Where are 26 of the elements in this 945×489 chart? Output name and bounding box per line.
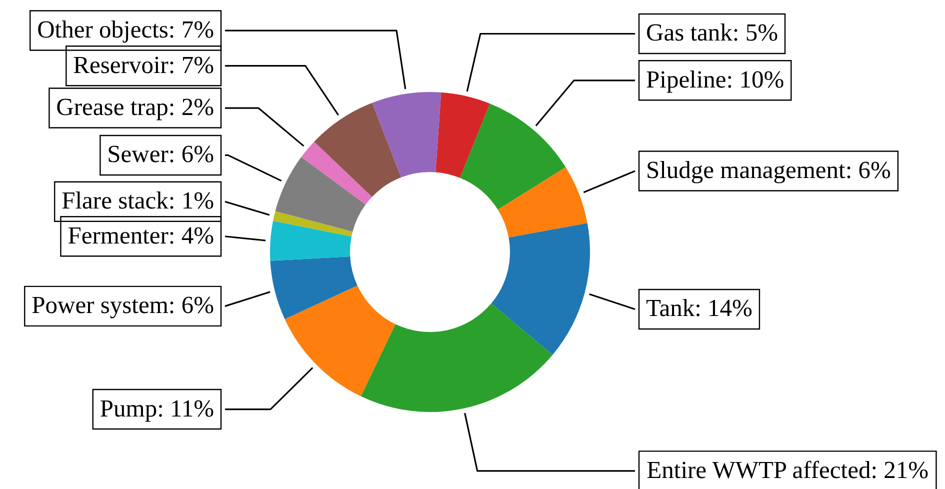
donut-slice [360,303,553,412]
donut-slice [270,256,358,320]
donut-slice [314,102,402,197]
slice-label: Reservoir: 7% [73,52,214,79]
donut-slice [270,220,352,261]
slice-label: Grease trap: 2% [56,94,214,122]
slice-label: Pump: 11% [100,395,214,422]
slice-label: Fermenter: 4% [68,222,214,250]
slice-label: Entire WWTP affected: 21% [646,456,929,484]
slice-label: Other objects: 7% [37,16,214,44]
donut-slice [275,157,366,232]
slice-label: Sewer: 6% [107,141,214,168]
donut-slice [301,142,372,205]
donut-slice [498,167,588,238]
slice-label: Pipeline: 10% [646,66,784,94]
donut-slice [273,211,353,236]
donut-slice [460,104,566,210]
donut-slice [372,92,442,178]
slice-label: Tank: 14% [646,295,752,322]
donut-slice [284,286,396,396]
slice-label: Gas tank: 5% [646,20,778,47]
slice-label: Sludge management: 6% [646,156,891,184]
slice-label: Power system: 6% [32,292,214,320]
donut-slice [436,92,490,178]
slice-label: Flare stack: 1% [62,188,214,215]
donut-slice [491,223,590,355]
